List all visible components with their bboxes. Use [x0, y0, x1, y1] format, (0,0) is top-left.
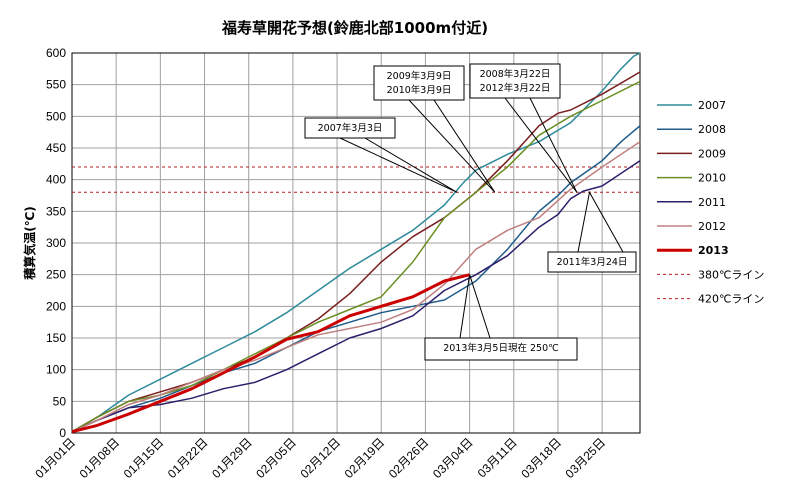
legend-label-420℃ライン: 420℃ライン [698, 293, 764, 306]
legend-label-2009: 2009 [698, 147, 726, 160]
x-tick-label: 03月04日 [430, 435, 476, 481]
annotation-text: 2008年3月22日 [480, 68, 551, 80]
y-tick-label: 300 [46, 236, 66, 250]
series-line-2012 [71, 141, 641, 433]
annotation-leader [459, 274, 491, 339]
series-group [71, 52, 641, 434]
x-tick-label: 01月08日 [77, 435, 123, 481]
legend-label-2012: 2012 [698, 220, 726, 233]
annotation-box [547, 251, 637, 273]
y-tick-label: 150 [46, 331, 66, 345]
series-line-2007 [71, 52, 641, 433]
x-tick-label: 03月25日 [563, 435, 609, 481]
series-line-2009 [71, 71, 641, 433]
legend-label-2008: 2008 [698, 123, 726, 136]
legend-label-380℃ライン: 380℃ライン [698, 268, 764, 281]
series-line-2008 [71, 125, 641, 433]
annotation-box [424, 337, 578, 361]
y-tick-label: 250 [46, 268, 66, 282]
grid [71, 52, 640, 434]
annotation-text: 2010年3月9日 [387, 84, 452, 96]
annotation-leader [408, 99, 496, 193]
y-tick-label: 50 [53, 394, 67, 408]
y-tick-label: 400 [46, 173, 66, 187]
annotation-text: 2012年3月22日 [480, 82, 551, 94]
x-tick-label: 01月22日 [165, 435, 211, 481]
chart-title: 福寿草開花予想(鈴鹿北部1000m付近) [221, 19, 488, 37]
x-tick-label: 02月19日 [342, 435, 388, 481]
x-tick-label: 03月18日 [518, 435, 564, 481]
series-line-2013 [71, 273, 470, 434]
annotation-box [469, 63, 561, 99]
legend-label-2007: 2007 [698, 99, 726, 112]
y-tick-label: 550 [46, 78, 66, 92]
annotation-leader [577, 190, 624, 253]
y-tick-label: 350 [46, 204, 66, 218]
annotation-leader [504, 97, 578, 193]
legend-label-2013: 2013 [698, 244, 729, 257]
annotation-box [304, 117, 396, 139]
y-tick-label: 500 [46, 109, 66, 123]
annotation-leader [339, 137, 458, 193]
y-tick-label: 450 [46, 141, 66, 155]
y-tick-label: 0 [59, 426, 66, 440]
x-tick-label: 03月11日 [475, 435, 520, 480]
legend-label-2011: 2011 [698, 196, 726, 209]
x-tick-label: 02月05日 [253, 435, 299, 481]
legend-label-2010: 2010 [698, 172, 726, 185]
x-tick-label: 01月29日 [209, 435, 255, 481]
legend: 2007 2008 2009 2010 2011 2012 2013 380℃ライン 420℃ラ… [657, 99, 764, 306]
y-tick-label: 100 [46, 363, 66, 377]
annotation-text: 2009年3月9日 [387, 70, 452, 82]
y-tick-label: 200 [46, 299, 66, 313]
plot-frame [71, 52, 641, 434]
annotation-text: 2011年3月24日 [557, 256, 628, 268]
x-tick-label: 02月26日 [386, 435, 432, 481]
x-tick-label: 01月01日 [32, 435, 78, 481]
annotation-box [373, 65, 465, 101]
annotations: 2007年3月3日 2009年3月9日 2010年3月9日 2008年3月22日 201… [304, 63, 637, 361]
series-line-2011 [71, 160, 641, 433]
annotation-text: 2013年3月5日現在 250℃ [443, 342, 559, 354]
y-axis-label: 積算気温(℃) [22, 206, 37, 281]
x-tick-label: 01月15日 [121, 435, 167, 481]
annotation-text: 2007年3月3日 [318, 122, 383, 134]
y-tick-label: 600 [46, 46, 66, 60]
x-tick-label: 02月12日 [297, 435, 343, 481]
